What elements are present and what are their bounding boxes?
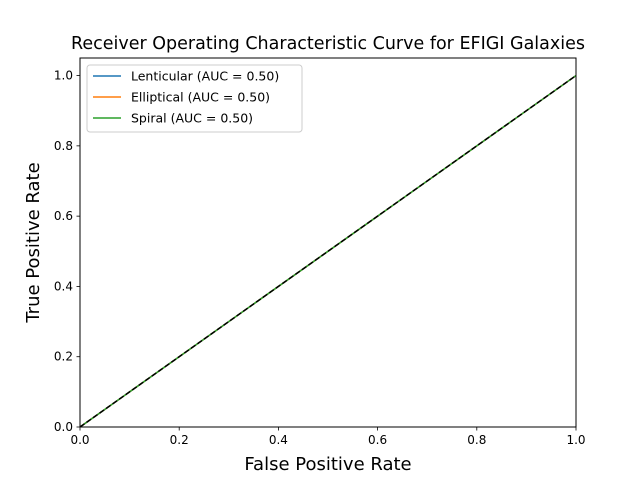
x-axis-label: False Positive Rate xyxy=(244,454,411,475)
y-tick-label-0: 0.0 xyxy=(54,420,73,434)
legend-box xyxy=(86,64,303,133)
reference-layer xyxy=(79,74,577,428)
x-tick-label-4: 0.8 xyxy=(467,433,486,447)
reference-diagonal-line xyxy=(79,74,577,428)
x-tick-label-2: 0.4 xyxy=(269,433,288,447)
legend-label-1: Elliptical (AUC = 0.50) xyxy=(131,90,270,105)
legend-entries: Lenticular (AUC = 0.50) Elliptical (AUC =… xyxy=(93,69,279,126)
plot-area xyxy=(79,57,577,428)
y-tick-label-3: 0.6 xyxy=(54,209,73,223)
y-axis-ticks: 0.0 0.2 0.4 0.6 0.8 1.0 xyxy=(54,69,80,434)
axes-frame xyxy=(79,57,577,428)
x-tick-label-0: 0.0 xyxy=(70,433,89,447)
chart-title: Receiver Operating Characteristic Curve … xyxy=(71,34,585,54)
x-axis-ticks: 0.0 0.2 0.4 0.6 0.8 1.0 xyxy=(70,427,586,447)
y-tick-label-2: 0.4 xyxy=(54,279,73,293)
y-tick-label-5: 1.0 xyxy=(54,69,73,83)
x-tick-label-1: 0.2 xyxy=(170,433,189,447)
y-tick-label-1: 0.2 xyxy=(54,350,73,364)
y-tick-label-4: 0.8 xyxy=(54,139,73,153)
x-tick-label-3: 0.6 xyxy=(368,433,387,447)
legend-label-0: Lenticular (AUC = 0.50) xyxy=(131,69,279,84)
legend-label-2: Spiral (AUC = 0.50) xyxy=(131,111,253,126)
legend: Lenticular (AUC = 0.50) Elliptical (AUC =… xyxy=(86,64,303,133)
x-tick-label-5: 1.0 xyxy=(566,433,585,447)
y-axis-label: True Positive Rate xyxy=(23,162,44,323)
